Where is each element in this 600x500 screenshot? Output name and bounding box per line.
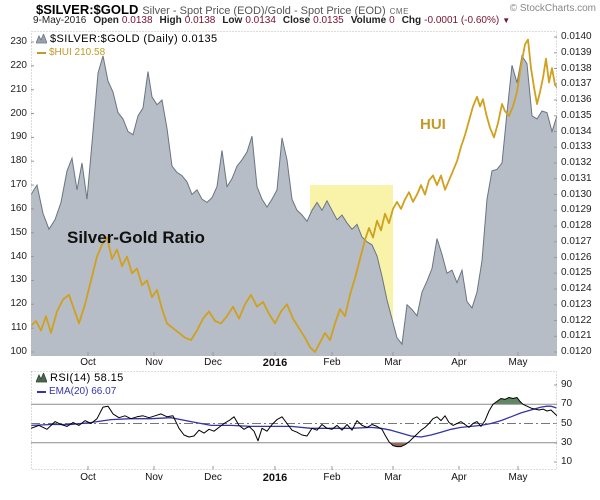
month-tick-label: Mar (384, 357, 402, 368)
axis-tick-label: 70 (561, 398, 573, 410)
annotation-hui: HUI (420, 116, 446, 133)
axis-tick-label: 130 (10, 274, 27, 286)
quote-field-value: 0 (389, 15, 395, 26)
quote-field-value: 0.0135 (313, 15, 344, 26)
axis-tick-label: 0.0127 (561, 235, 592, 247)
axis-tick-label: 0.0130 (561, 188, 592, 200)
axis-tick-label: 0.0129 (561, 204, 592, 216)
axis-tick-label: 110 (11, 322, 27, 334)
stockcharts-copyright: © StockCharts.com (509, 3, 596, 14)
main-legend-primary: $SILVER:$GOLD (Daily) 0.0135 (36, 33, 218, 45)
quote-field-label: Low (222, 15, 243, 26)
axis-tick-label: 0.0123 (561, 298, 592, 310)
main-legend-hui: $HUI 210.58 (37, 47, 105, 58)
rsi-legend-ema: EMA(20) 66.07 (37, 386, 116, 397)
month-tick-label: Oct (80, 472, 96, 483)
quote-fields: Open 0.0138 High 0.0138 Low 0.0134 Close 0.0135… (86, 15, 499, 26)
main-legend-label: $SILVER:$GOLD (Daily) 0.0135 (50, 33, 218, 45)
month-tick-label: Feb (323, 472, 341, 483)
month-tick-label: Oct (80, 357, 96, 368)
annotation-silver-gold-ratio: Silver-Gold Ratio (67, 228, 205, 247)
symbol-title: $SILVER:$GOLD (36, 2, 139, 17)
quote-field-label: Open (93, 15, 119, 26)
axis-tick-label: 200 (10, 107, 27, 119)
symbol-description: Silver - Spot Price (EOD)/Gold - Spot Pr… (142, 5, 386, 17)
axis-tick-label: 0.0128 (561, 220, 592, 231)
axis-tick-label: 0.0126 (561, 251, 592, 263)
area-chart-icon (36, 373, 47, 383)
month-tick-label: Feb (323, 357, 341, 368)
axis-tick-label: 0.0120 (561, 346, 592, 357)
axis-tick-label: 0.0135 (561, 109, 592, 121)
axis-tick-label: 0.0136 (561, 94, 592, 105)
month-tick-label: Nov (145, 472, 163, 483)
axis-tick-label: 120 (10, 298, 27, 310)
axis-tick-label: 10 (561, 456, 573, 467)
line-series-icon (37, 51, 46, 54)
quote-field-label: High (159, 15, 182, 26)
month-tick-label: Nov (145, 357, 163, 368)
month-tick-label: Dec (204, 472, 222, 483)
axis-tick-label: 90 (561, 379, 573, 390)
quote-date: 9-May-2016 (33, 15, 87, 26)
rsi-legend-label: RSI(14) 58.15 (50, 372, 124, 384)
axis-tick-label: 0.0121 (561, 330, 592, 342)
rsi-legend-primary: RSI(14) 58.15 (36, 372, 124, 384)
month-tick-label: 2016 (262, 357, 288, 369)
month-tick-label: May (508, 472, 528, 483)
month-tick-label: 2016 (262, 472, 288, 484)
month-tick-label: Apr (451, 357, 467, 368)
exchange-label: CME (389, 7, 409, 16)
axis-tick-label: 0.0125 (561, 267, 592, 279)
quote-field-value: 0.0138 (184, 15, 216, 26)
quote-field-label: Volume (350, 15, 387, 26)
axis-tick-label: 150 (10, 226, 27, 238)
month-tick-label: Mar (384, 472, 402, 483)
axis-tick-label: 0.0122 (561, 314, 592, 326)
quote-row: 9-May-2016 Open 0.0138 High 0.0138 Low 0.0134 C… (33, 15, 510, 26)
axis-tick-label: 210 (10, 83, 27, 95)
axis-tick-label: 100 (10, 346, 27, 357)
axis-tick-label: 170 (10, 179, 27, 191)
axis-tick-label: 0.0132 (561, 157, 592, 168)
axis-tick-label: 50 (561, 417, 573, 429)
hui-legend-label: $HUI 210.58 (49, 47, 106, 58)
axis-tick-label: 0.0124 (561, 283, 592, 294)
axis-tick-label: 0.0137 (561, 78, 592, 90)
quote-field-value: 0.0134 (245, 15, 276, 26)
axis-tick-label: 180 (10, 155, 27, 167)
quote-field-label: Chg (401, 15, 422, 26)
rsi-panel-svg (31, 371, 557, 470)
quote-field-value: -0.0001 (-0.60%) (424, 15, 500, 26)
area-chart-icon (36, 34, 47, 44)
month-tick-label: May (508, 357, 528, 368)
month-tick-label: Apr (451, 472, 467, 483)
axis-tick-label: 220 (10, 59, 27, 71)
quote-field-label: Close (282, 15, 311, 26)
axis-tick-label: 140 (10, 250, 27, 262)
main-chart-svg (31, 31, 557, 356)
axis-tick-label: 0.0138 (561, 62, 592, 74)
axis-tick-label: 190 (10, 131, 27, 143)
axis-tick-label: 0.0131 (561, 172, 592, 184)
axis-tick-label: 0.0133 (561, 141, 592, 153)
quote-field-value: 0.0138 (121, 15, 153, 26)
axis-tick-label: 0.0139 (561, 46, 592, 58)
axis-tick-label: 160 (10, 202, 27, 214)
axis-tick-label: 0.0134 (561, 125, 592, 137)
axis-tick-label: 230 (10, 36, 27, 47)
axis-tick-label: 30 (561, 436, 573, 448)
ema-legend-label: EMA(20) 66.07 (49, 386, 117, 397)
chart-header: $SILVER:$GOLD Silver - Spot Price (EOD)/G… (36, 1, 409, 19)
down-triangle-icon: ▼ (502, 16, 511, 25)
month-tick-label: Dec (204, 357, 222, 368)
axis-tick-label: 0.0140 (561, 31, 592, 42)
line-series-icon (37, 390, 46, 393)
